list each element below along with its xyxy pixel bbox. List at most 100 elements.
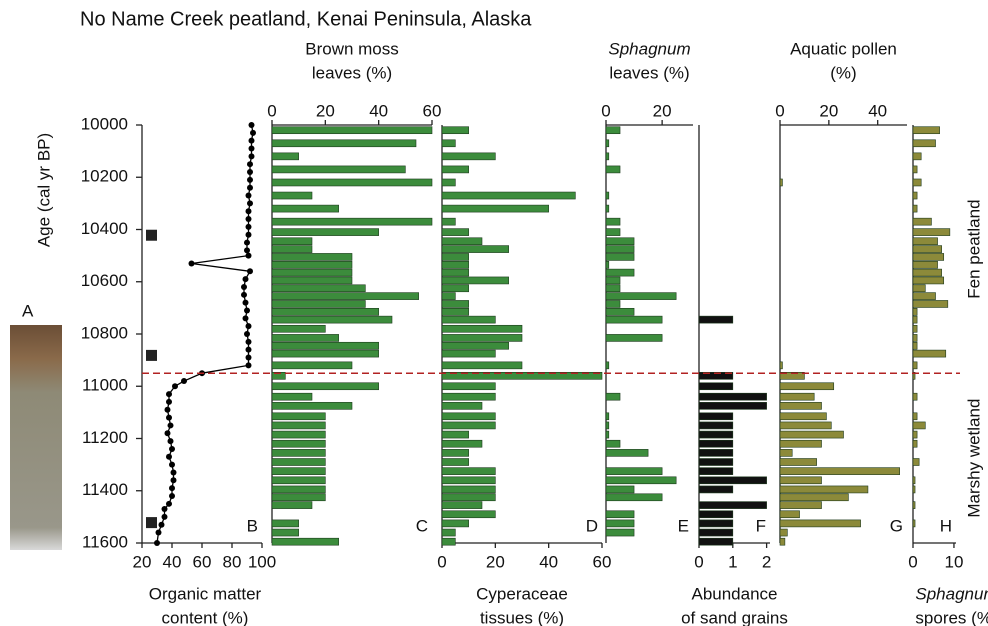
data-point [244,307,250,313]
data-point [246,347,252,353]
axis-title: of sand grains [681,608,788,626]
bar [606,246,634,253]
bar [272,300,365,307]
bar [780,422,831,429]
bar [442,316,495,323]
bar [442,205,549,212]
bar [272,334,339,341]
bar [272,449,325,456]
data-point [166,391,172,397]
bar [699,502,767,509]
data-point [244,247,250,253]
y-tick-label: 11600 [82,532,128,551]
data-point [246,216,252,222]
bar [442,300,469,307]
bar [606,486,634,493]
bar [606,422,609,429]
bar [442,449,469,456]
data-point [247,185,253,191]
bar [442,192,575,199]
bar [442,277,509,284]
bar [606,511,634,518]
bar [442,342,509,349]
bar [699,431,733,438]
x-tick-label: 0 [908,552,917,571]
bar [272,253,352,260]
bar [606,253,634,260]
bar [913,192,917,199]
bar [913,520,915,527]
bar [442,402,482,409]
y-tick-label: 10000 [81,114,128,133]
bar [780,502,822,509]
data-point [243,315,249,321]
bar [780,179,782,186]
bar [699,402,767,409]
bar [606,393,620,400]
x-tick-label: 20 [133,552,152,571]
bar [780,393,814,400]
x-tick-label: 20 [486,552,505,571]
bar [913,253,944,260]
bar [606,494,662,501]
axis-title: (%) [830,63,856,82]
bar [913,342,917,349]
data-point [168,438,174,444]
bar [272,246,312,253]
zone-label: Fen peatland [964,199,983,298]
bar [606,293,676,300]
bar [780,520,861,527]
data-point [172,383,178,389]
bar [606,192,609,199]
bar [272,440,325,447]
bar [606,308,634,315]
y-tick-label: 11000 [82,376,128,395]
bar [913,127,940,134]
bar [913,502,915,509]
bar [699,477,767,484]
zone-label: Marshy wetland [964,399,983,518]
x-tick-label: 1 [728,552,737,571]
bar [606,300,620,307]
data-point [166,399,172,405]
bar [442,253,469,260]
bar [272,285,365,292]
bar [699,440,733,447]
bar [606,529,634,536]
bar [913,238,938,245]
bar [913,179,921,186]
bar [699,468,733,475]
x-tick-label: 60 [423,101,442,120]
core-photo [10,325,62,550]
x-tick-label: 40 [868,101,887,120]
bar [272,459,325,466]
y-tick-label: 10600 [81,271,128,290]
axis-title: leaves (%) [609,63,689,82]
data-point [246,208,252,214]
bar [780,449,792,456]
data-point [246,193,252,199]
panel-label: H [940,516,952,535]
bar [272,269,352,276]
data-point [244,240,250,246]
data-point [246,355,252,361]
data-point [165,407,171,413]
bar [272,477,325,484]
data-point [249,153,255,159]
bar [606,140,609,147]
bar [699,449,733,456]
data-point [246,323,252,329]
bar [272,166,405,173]
bar [780,383,834,390]
bar [442,238,482,245]
bar [272,192,312,199]
bar [699,511,733,518]
bar [272,308,379,315]
bar [272,383,379,390]
bar [780,477,822,484]
bar [442,153,495,160]
bar [699,316,733,323]
y-tick-label: 11200 [82,428,128,447]
bar [442,350,495,357]
bar [913,261,938,268]
